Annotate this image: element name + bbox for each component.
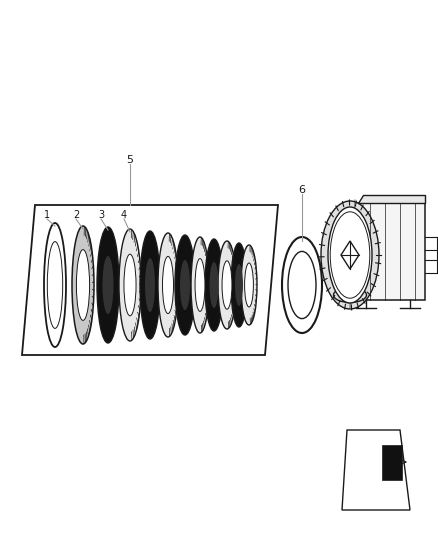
Text: 4: 4 <box>121 210 127 220</box>
Text: 1: 1 <box>44 210 50 220</box>
Bar <box>382 445 402 480</box>
Ellipse shape <box>145 258 155 312</box>
Text: 3: 3 <box>98 210 104 220</box>
Ellipse shape <box>72 226 94 344</box>
Ellipse shape <box>180 260 190 310</box>
Ellipse shape <box>241 245 257 325</box>
Ellipse shape <box>119 229 141 341</box>
Text: 5: 5 <box>127 155 134 165</box>
Ellipse shape <box>102 256 113 314</box>
Ellipse shape <box>231 243 247 327</box>
Ellipse shape <box>97 227 119 343</box>
Polygon shape <box>358 203 425 300</box>
Ellipse shape <box>244 263 254 307</box>
Ellipse shape <box>195 259 205 311</box>
Ellipse shape <box>158 233 178 337</box>
Ellipse shape <box>235 264 243 306</box>
Text: 6: 6 <box>299 185 305 195</box>
Ellipse shape <box>321 201 379 309</box>
Ellipse shape <box>328 207 372 303</box>
Ellipse shape <box>191 237 209 333</box>
Ellipse shape <box>218 241 236 329</box>
Ellipse shape <box>175 235 195 335</box>
Polygon shape <box>358 195 425 203</box>
Ellipse shape <box>162 256 173 313</box>
Ellipse shape <box>209 262 219 308</box>
Ellipse shape <box>205 239 223 331</box>
Ellipse shape <box>140 231 160 339</box>
Ellipse shape <box>124 254 136 316</box>
Ellipse shape <box>76 249 90 320</box>
Text: 2: 2 <box>73 210 79 220</box>
Ellipse shape <box>222 261 232 309</box>
